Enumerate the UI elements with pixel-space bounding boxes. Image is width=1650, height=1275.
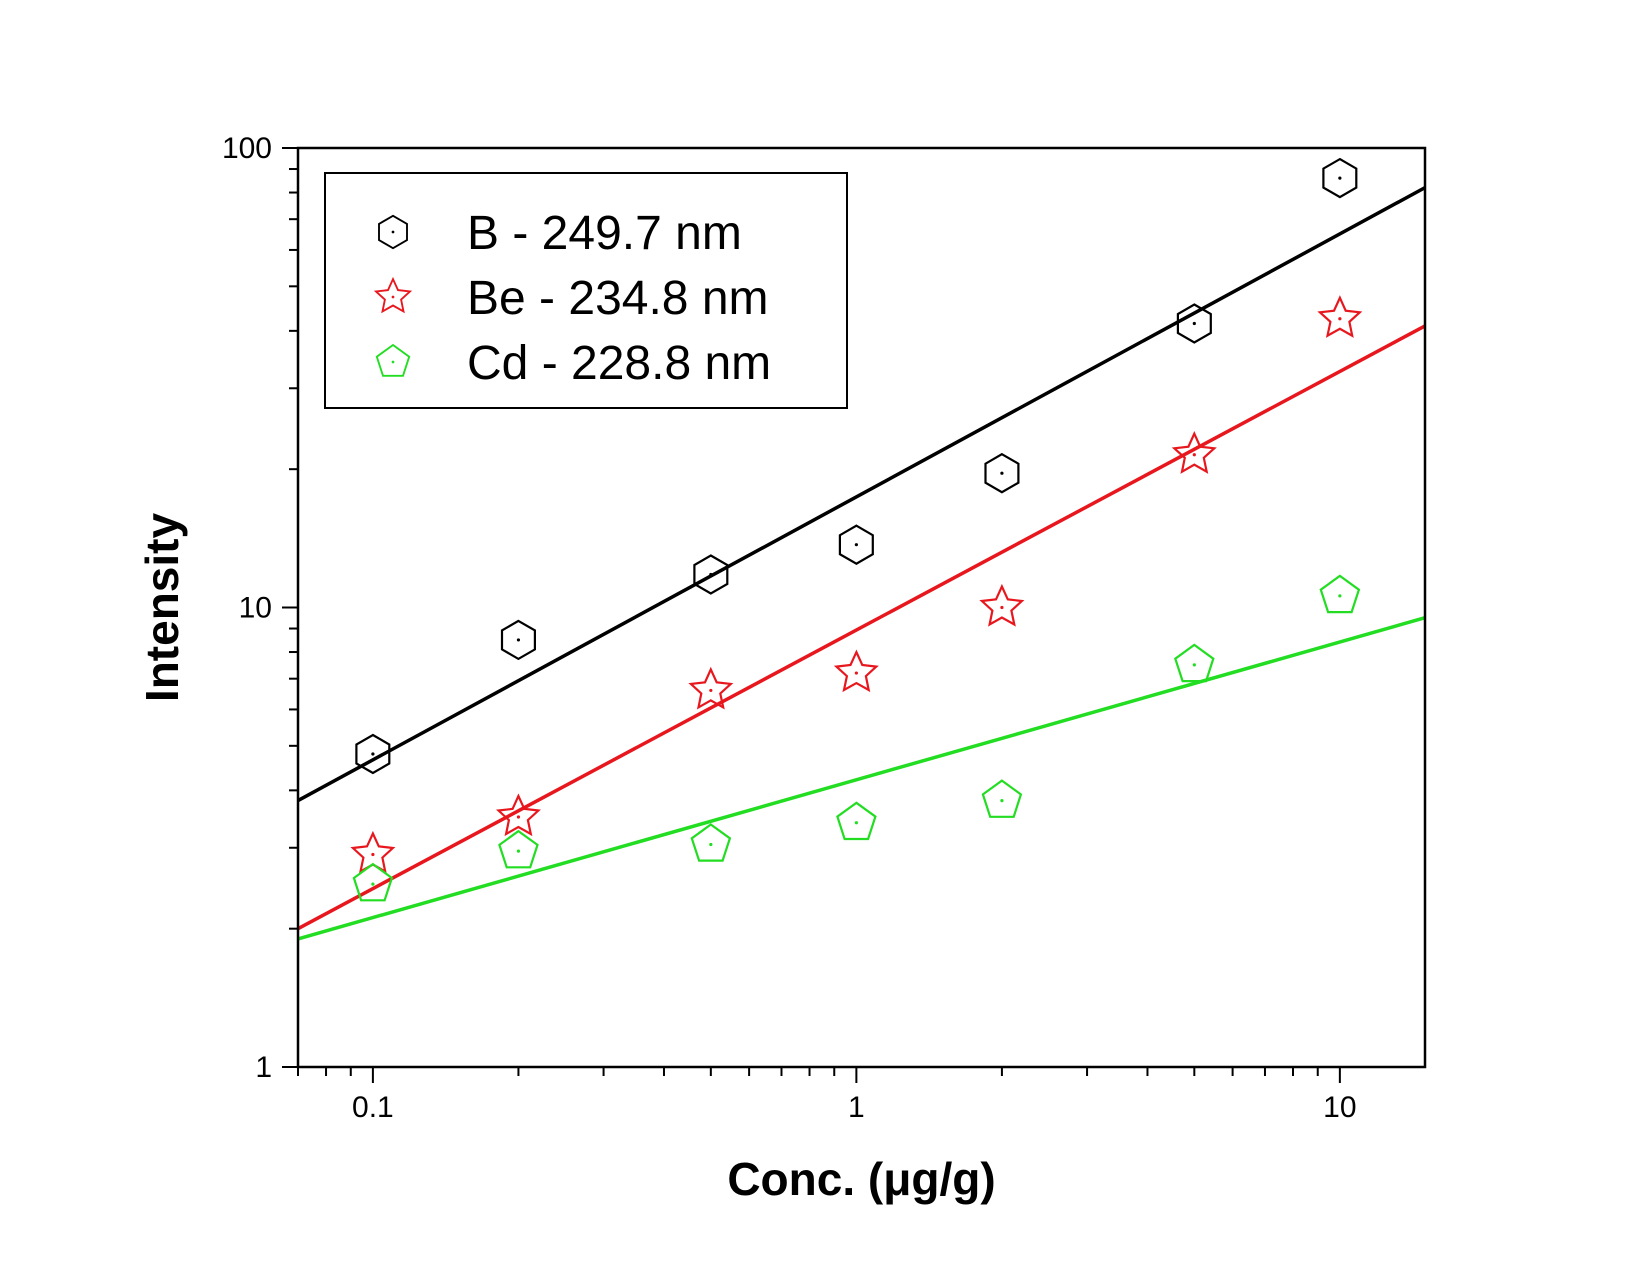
legend: B - 249.7 nm Be - 234.8 nm Cd - 228.8 nm <box>324 172 848 409</box>
legend-marker-star <box>373 276 413 314</box>
data-point-hexagon <box>1176 303 1212 344</box>
data-point-star <box>688 666 734 710</box>
legend-label: Cd - 228.8 nm <box>467 337 771 390</box>
fit-lines <box>297 186 1426 941</box>
x-tick-label: 10 <box>1323 1091 1356 1124</box>
data-point-star <box>979 583 1025 627</box>
data-point-pentagon <box>981 779 1023 818</box>
data-point-hexagon <box>693 554 729 595</box>
y-tick-label: 10 <box>239 592 272 625</box>
data-point-pentagon <box>1319 574 1361 614</box>
legend-label: B - 249.7 nm <box>467 207 742 260</box>
legend-marker-hexagon <box>378 214 408 250</box>
data-point-pentagon <box>836 801 877 841</box>
data-point-star <box>1317 295 1363 338</box>
data-point-star <box>1171 431 1217 474</box>
data-point-hexagon <box>355 733 391 775</box>
fit-line-pentagon <box>297 616 1426 941</box>
legend-marker-pentagon <box>375 343 411 377</box>
data-point-hexagon <box>500 619 537 661</box>
data-point-pentagon <box>690 823 732 862</box>
data-point-hexagon <box>838 524 874 565</box>
fit-line-hexagon <box>297 186 1426 803</box>
data-point-star <box>495 793 541 837</box>
x-tick-label: 0.1 <box>352 1091 394 1124</box>
legend-label: Be - 234.8 nm <box>467 272 769 325</box>
data-point-hexagon <box>984 452 1020 494</box>
data-point-star <box>350 830 396 874</box>
data-markers <box>350 157 1363 902</box>
x-tick-label: 1 <box>848 1091 865 1124</box>
legend-box <box>324 172 848 409</box>
data-point-pentagon <box>498 829 539 869</box>
fit-line-star <box>297 324 1426 931</box>
x-axis-title: Conc. (μg/g) <box>727 1153 995 1205</box>
y-tick-label: 1 <box>255 1051 272 1084</box>
y-tick-label: 100 <box>222 132 272 165</box>
y-axis-ticks: 1 10 100 <box>222 132 298 1084</box>
y-axis-title: Intensity <box>136 513 188 703</box>
data-point-star <box>833 649 879 693</box>
data-point-hexagon <box>1322 157 1358 199</box>
data-point-pentagon <box>1174 643 1215 683</box>
data-point-pentagon <box>352 862 394 902</box>
x-axis-ticks: 0.1 1 10 <box>297 1067 1357 1124</box>
